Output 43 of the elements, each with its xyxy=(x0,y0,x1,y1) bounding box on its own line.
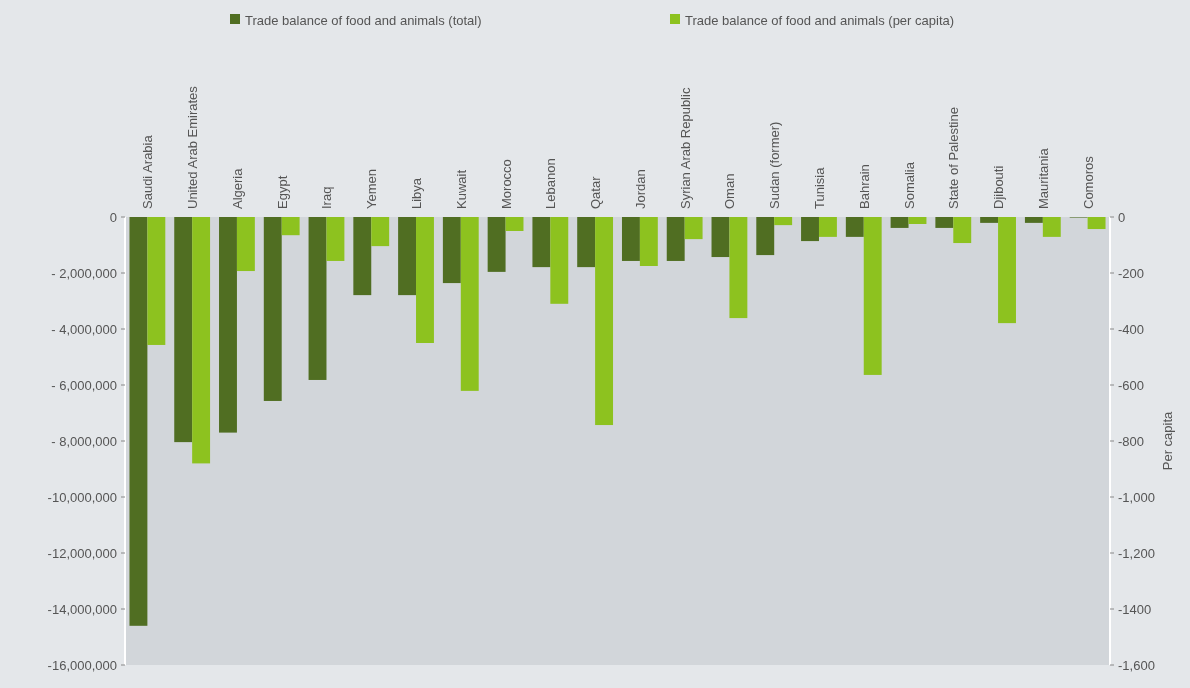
x-tick-label: Libya xyxy=(409,177,425,209)
x-tick-label: Jordan xyxy=(632,169,648,209)
y2-tick-label: -1400 xyxy=(1118,601,1152,617)
x-tick-label: Iraq xyxy=(319,186,335,209)
x-tick-label: Algeria xyxy=(229,167,245,209)
x-tick-label: Somalia xyxy=(901,161,917,209)
x-tick-label: Lebanon xyxy=(543,158,559,209)
legend-label: Trade balance of food and animals (per capita) xyxy=(685,12,955,28)
x-tick-label: Egypt xyxy=(274,175,290,209)
y-tick-label: -14,000,000 xyxy=(47,601,117,617)
x-tick-label: Comoros xyxy=(1080,155,1096,209)
y2-tick-label: -400 xyxy=(1118,321,1145,337)
y2-tick-label: -200 xyxy=(1118,265,1145,281)
y-tick-label: -10,000,000 xyxy=(47,489,117,505)
y2-tick-label: -1,200 xyxy=(1118,545,1155,561)
x-tick-label: United Arab Emirates xyxy=(185,85,201,209)
legend-label: Trade balance of food and animals (total) xyxy=(245,12,482,28)
y-tick-label: -16,000,000 xyxy=(47,657,117,673)
x-tick-label: Saudi Arabia xyxy=(140,134,156,209)
x-tick-label: Bahrain xyxy=(856,164,872,209)
x-tick-label: Tunisia xyxy=(811,166,827,209)
y2-tick-label: 0 xyxy=(1118,209,1126,225)
x-tick-label: Morocco xyxy=(498,159,514,209)
y2-axis-title: Per capita xyxy=(1160,410,1175,471)
y2-tick-label: -800 xyxy=(1118,433,1145,449)
y2-tick-label: -1,600 xyxy=(1118,657,1155,673)
x-tick-label: Syrian Arab Republic xyxy=(677,87,693,209)
y-tick-label: - 2,000,000 xyxy=(51,265,117,281)
x-tick-label: Kuwait xyxy=(453,169,469,209)
y-tick-label: - 6,000,000 xyxy=(51,377,117,393)
y-tick-label: - 8,000,000 xyxy=(51,433,117,449)
x-tick-label: Oman xyxy=(722,173,738,209)
x-tick-label: Mauritania xyxy=(1035,147,1051,209)
x-tick-label: Djibouti xyxy=(991,165,1007,209)
x-tick-label: State of Palestine xyxy=(946,107,962,209)
x-tick-label: Qatar xyxy=(588,175,604,209)
y2-tick-label: -600 xyxy=(1118,377,1145,393)
y-tick-label: - 4,000,000 xyxy=(51,321,117,337)
y2-tick-label: -1,000 xyxy=(1118,489,1155,505)
x-tick-label: Yemen xyxy=(364,169,380,209)
y-tick-label: 0 xyxy=(109,209,117,225)
x-tick-label: Sudan (former) xyxy=(767,121,783,209)
y-tick-label: -12,000,000 xyxy=(47,545,117,561)
